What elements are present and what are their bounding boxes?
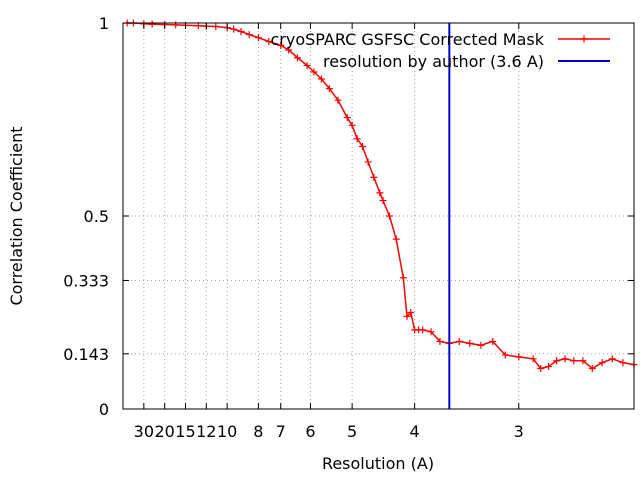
tick-layer: 0 0.143 0.333 0.5 1 30 20 15 12 10 8 7 6 5 4 3 (63, 14, 634, 441)
series-fsc-point (466, 339, 474, 347)
series-fsc-point (619, 359, 627, 367)
series-fsc-point (303, 61, 311, 69)
series-fsc-point (598, 359, 606, 367)
series-fsc-point (501, 351, 509, 359)
series-fsc-point (317, 75, 325, 83)
series-fsc-point (545, 363, 553, 371)
x-tick-label: 7 (276, 422, 286, 441)
x-tick-label: 20 (154, 422, 174, 441)
y-tick-label: 0.333 (63, 271, 109, 290)
series-fsc-point (293, 54, 301, 62)
series-fsc-point (489, 337, 497, 345)
series-fsc-point (212, 22, 220, 30)
series-fsc-point (376, 189, 384, 197)
series-fsc-point (392, 235, 400, 243)
series-fsc-point (364, 158, 372, 166)
series-fsc-point (348, 121, 356, 129)
series-fsc-point (608, 355, 616, 363)
series-fsc-point (553, 357, 561, 365)
series-fsc-point (285, 46, 293, 54)
series-fsc-point (343, 114, 351, 122)
legend-label: resolution by author (3.6 A) (323, 52, 544, 71)
series-fsc-point (172, 21, 180, 29)
series-fsc-point (230, 25, 238, 33)
series-fsc-point (334, 96, 342, 104)
series-fsc-point (588, 364, 596, 372)
series-fsc-point (370, 173, 378, 181)
series-fsc-point (570, 357, 578, 365)
series-fsc-point (265, 38, 273, 46)
x-tick-label: 6 (305, 422, 315, 441)
series-fsc-point (359, 143, 367, 151)
y-tick-label: 0.143 (63, 345, 109, 364)
series-fsc-point (579, 357, 587, 365)
series-fsc-point (455, 337, 463, 345)
y-tick-label: 0.5 (84, 207, 109, 226)
x-tick-label: 3 (514, 422, 524, 441)
series-fsc-point (407, 309, 415, 316)
series-fsc-point (477, 341, 485, 349)
x-tick-label: 8 (253, 422, 263, 441)
series-fsc-point (237, 27, 245, 35)
series-fsc-point (325, 85, 333, 93)
series-fsc-point (427, 328, 435, 336)
series-fsc-point (245, 31, 253, 39)
x-tick-label: 15 (175, 422, 195, 441)
series-fsc-point (310, 68, 318, 76)
grid-layer (123, 23, 634, 409)
y-axis-label: Correlation Coefficient (7, 126, 26, 305)
series-fsc-point (385, 212, 393, 220)
x-tick-label: 4 (410, 422, 420, 441)
series-fsc-point (254, 34, 262, 42)
legend-label: cryoSPARC GSFSC Corrected Mask (270, 30, 544, 49)
legend: cryoSPARC GSFSC Corrected Mask resolution… (270, 30, 610, 71)
y-tick-label: 0 (99, 400, 109, 419)
series-fsc-point (379, 197, 387, 205)
series-fsc-point (537, 364, 545, 372)
x-tick-label: 12 (196, 422, 216, 441)
series-fsc-point (353, 135, 361, 143)
series-layer (123, 19, 638, 409)
series-fsc-point (403, 312, 411, 320)
series-fsc-point (561, 355, 569, 363)
x-tick-label: 30 (134, 422, 154, 441)
series-fsc-point (399, 274, 407, 282)
x-axis-label: Resolution (A) (322, 454, 434, 473)
series-fsc-line (127, 22, 635, 370)
series-fsc-point (277, 41, 285, 49)
series-fsc-point (419, 326, 427, 334)
series-fsc-point (515, 353, 523, 361)
series-fsc-point (529, 355, 537, 363)
y-tick-label: 1 (99, 14, 109, 33)
legend-marker (580, 35, 588, 43)
series-fsc-point (148, 20, 156, 28)
x-tick-label: 10 (217, 422, 237, 441)
x-tick-label: 5 (347, 422, 357, 441)
series-fsc-point (436, 337, 444, 345)
